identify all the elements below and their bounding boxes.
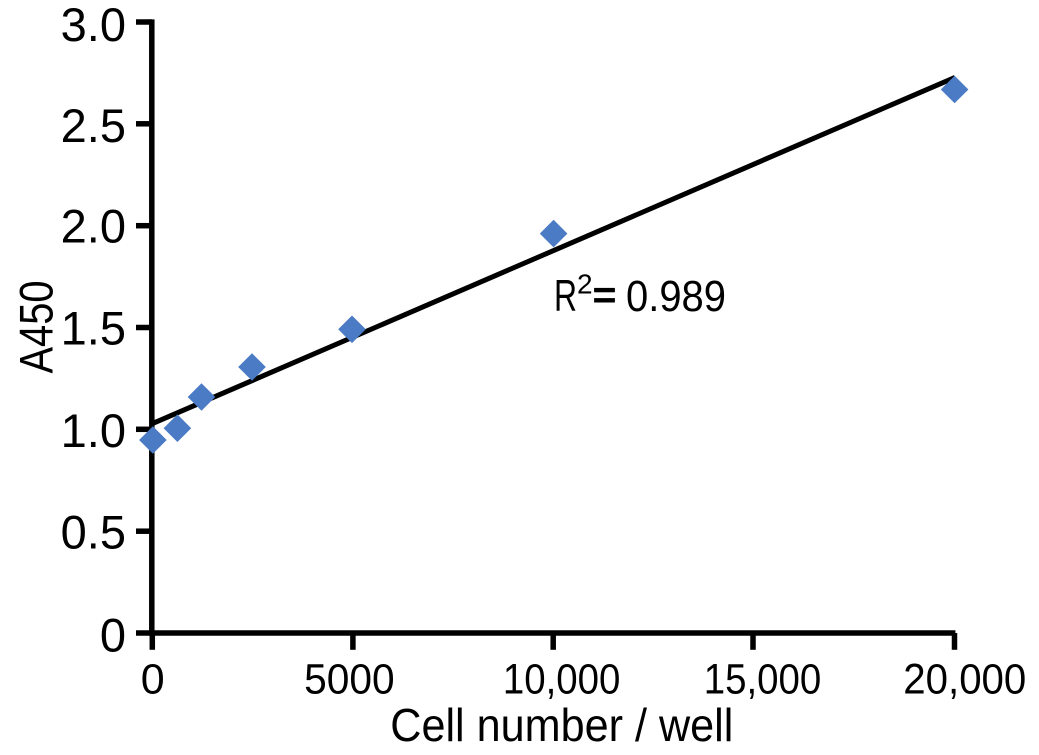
svg-text:A450: A450 (11, 281, 64, 374)
svg-text:0: 0 (141, 656, 165, 704)
svg-text:0: 0 (100, 608, 126, 661)
svg-text:R: R (554, 271, 577, 320)
svg-text:2.0: 2.0 (61, 200, 126, 253)
svg-text:20,000: 20,000 (903, 656, 1026, 704)
svg-text:0.5: 0.5 (61, 506, 126, 559)
svg-text:2.5: 2.5 (61, 99, 126, 152)
svg-text:2: 2 (577, 269, 593, 300)
svg-text:1.5: 1.5 (61, 302, 126, 355)
svg-text:1.0: 1.0 (61, 404, 126, 457)
svg-text:5000: 5000 (304, 656, 395, 704)
svg-text:3.0: 3.0 (61, 0, 126, 51)
svg-text:Cell number / well: Cell number / well (390, 699, 733, 751)
svg-text:10,000: 10,000 (503, 656, 621, 704)
svg-text:0.989: 0.989 (626, 272, 726, 321)
svg-text:15,000: 15,000 (704, 656, 822, 704)
